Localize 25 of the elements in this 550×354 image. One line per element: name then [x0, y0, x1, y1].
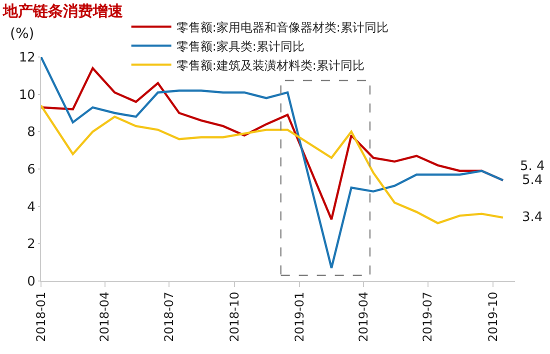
legend-label: 零售额:家具类:累计同比 [176, 39, 304, 54]
chart-title: 地产链条消费增速 [2, 2, 124, 20]
y-tick-label: 6 [27, 162, 36, 178]
annotation: 5.4 [522, 173, 543, 188]
y-tick-label: 0 [27, 274, 36, 290]
y-tick-label: 8 [27, 125, 36, 140]
annotation: 5. 4 [520, 159, 545, 174]
x-tick-label: 2019-01 [292, 292, 307, 342]
x-tick-label: 2018-07 [162, 292, 176, 342]
y-tick-label: 4 [27, 200, 36, 215]
legend-label: 零售额:家用电器和音像器材类:累计同比 [176, 20, 388, 34]
y-tick-label: 12 [18, 50, 36, 66]
x-tick-label: 2018-10 [227, 292, 242, 342]
y-tick-label: 2 [27, 237, 36, 252]
legend-label: 零售额:建筑及装潢材料类:累计同比 [176, 58, 364, 72]
annotation: 3.4 [522, 210, 543, 225]
x-tick-label: 2018-01 [34, 292, 48, 342]
x-tick-label: 2019-10 [486, 292, 500, 342]
x-tick-label: 2018-04 [98, 292, 112, 342]
line-series [41, 104, 504, 224]
x-tick-label: 2019-07 [420, 292, 435, 342]
line-series [41, 57, 504, 270]
y-tick-label: 10 [18, 88, 36, 103]
x-tick-label: 2019-04 [356, 292, 370, 342]
y-axis-title: (%) [10, 26, 34, 42]
